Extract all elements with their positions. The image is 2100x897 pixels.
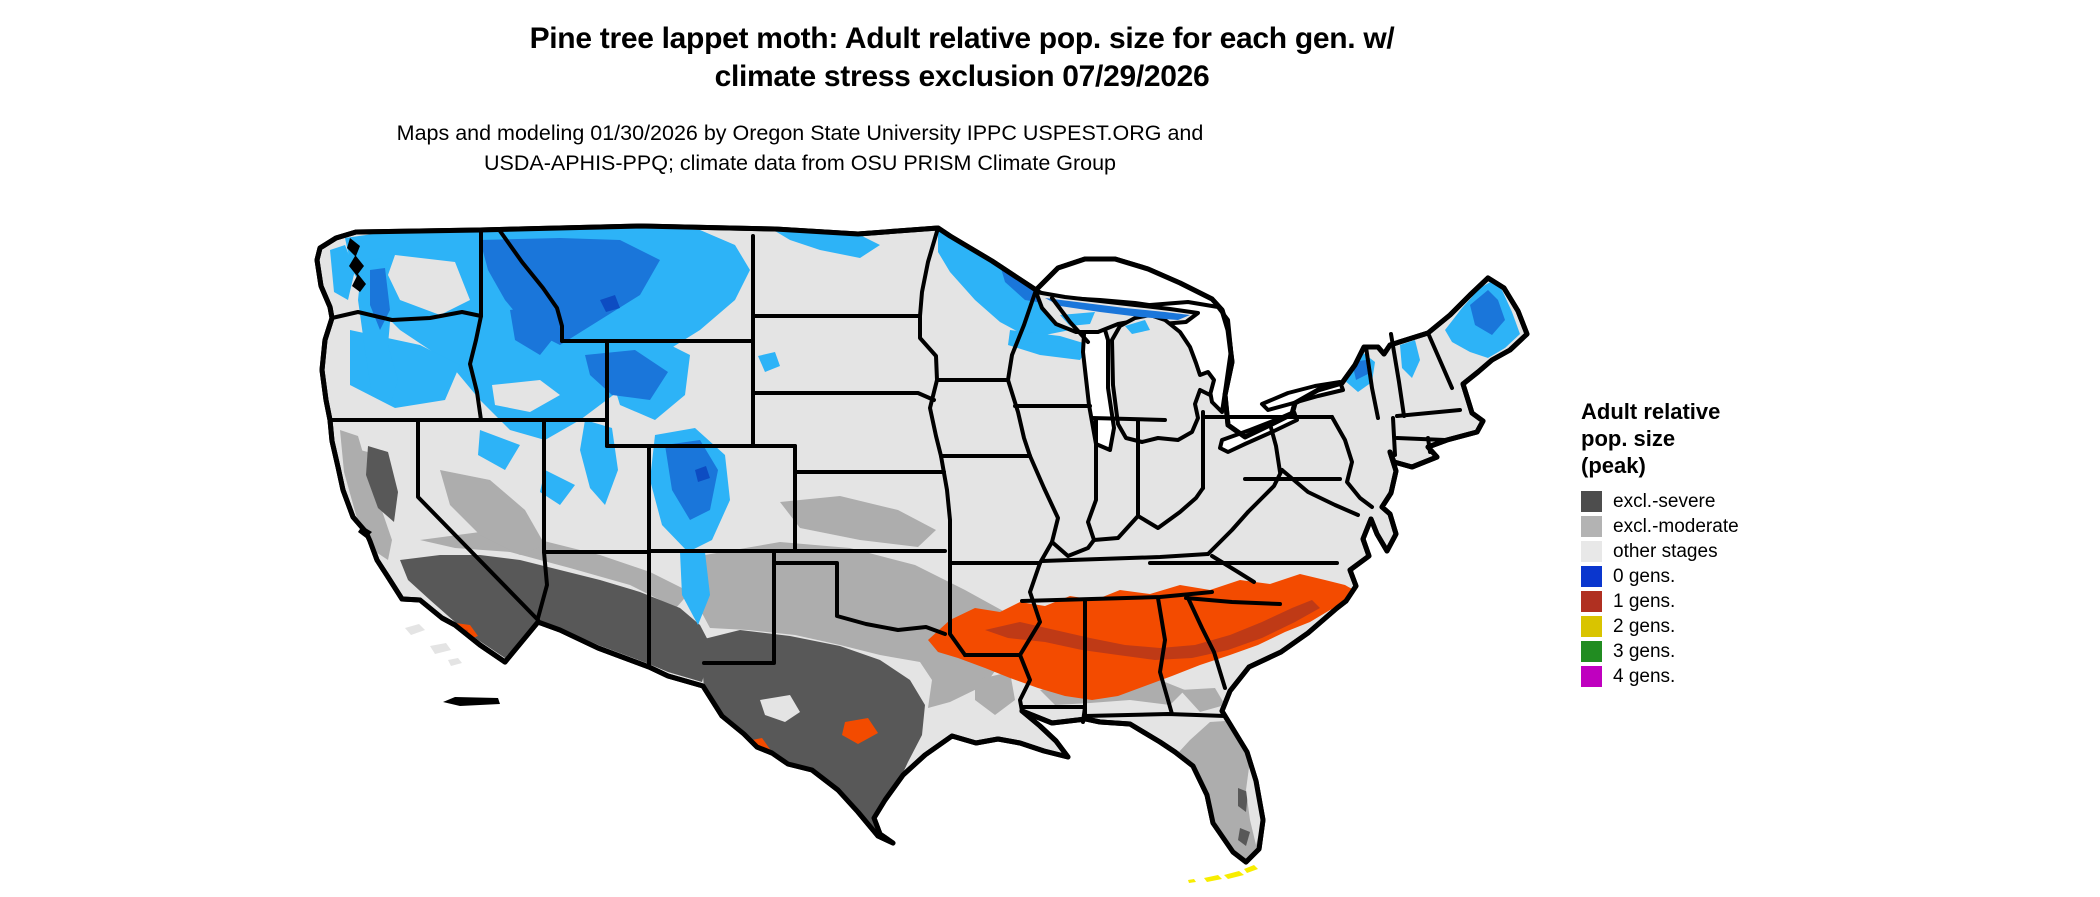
legend-title: Adult relative pop. size (peak) [1581,398,1861,479]
legend-item-other-stages: other stages [1581,541,1861,562]
legend-label-other-stages: other stages [1613,540,1718,562]
legend-label-1-gens: 1 gens. [1613,590,1676,612]
legend-swatch-4-gens [1581,666,1602,687]
legend-item-2-gens: 2 gens. [1581,616,1861,637]
legend-swatch-0-gens [1581,566,1602,587]
page-subtitle: Maps and modeling 01/30/2026 by Oregon S… [100,118,1500,178]
region-0gens-up [1045,298,1190,320]
legend-swatch-excl-severe [1581,491,1602,512]
legend-item-1-gens: 1 gens. [1581,591,1861,612]
legend-label-2-gens: 2 gens. [1613,615,1676,637]
san-francisco-bay [358,526,372,538]
region-excl-severe [366,446,1250,846]
puget-sound [347,238,366,292]
michigan-land [1034,290,1216,444]
florida-keys [1188,865,1258,883]
legend-item-excl-severe: excl.-severe [1581,491,1861,512]
legend-label-excl-severe: excl.-severe [1613,490,1716,512]
coastal-details [347,238,1258,883]
legend-label-0-gens: 0 gens. [1613,565,1676,587]
subtitle-line-2: USDA-APHIS-PPQ; climate data from OSU PR… [483,151,1117,175]
map-root [317,226,1527,883]
legend-title-line-3: (peak) [1581,453,1646,478]
legend-label-excl-moderate: excl.-moderate [1613,515,1739,537]
legend-item-excl-moderate: excl.-moderate [1581,516,1861,537]
legend-label-3-gens: 3 gens. [1613,640,1676,662]
region-light-patches [760,695,1262,845]
legend-swatch-3-gens [1581,641,1602,662]
page-title: Pine tree lappet moth: Adult relative po… [250,20,1674,96]
subtitle-line-1: Maps and modeling 01/30/2026 by Oregon S… [396,121,1204,145]
us-map-svg [250,170,1580,883]
legend: Adult relative pop. size (peak) excl.-se… [1581,398,1861,691]
legend-item-0-gens: 0 gens. [1581,566,1861,587]
legend-item-4-gens: 4 gens. [1581,666,1861,687]
legend-label-4-gens: 4 gens. [1613,665,1676,687]
title-line-2: climate stress exclusion 07/29/2026 [714,60,1210,93]
legend-title-line-2: pop. size [1581,426,1676,451]
legend-swatch-excl-moderate [1581,516,1602,537]
legend-swatch-1-gens [1581,591,1602,612]
border-islet [443,697,500,706]
legend-title-line-1: Adult relative [1581,399,1721,424]
legend-item-3-gens: 3 gens. [1581,641,1861,662]
region-0gens-deep [600,295,710,482]
us-map [250,170,1580,892]
title-line-1: Pine tree lappet moth: Adult relative po… [529,22,1395,55]
state-borders [328,226,1462,724]
legend-items: excl.-severe excl.-moderate other stages… [1581,491,1861,687]
legend-swatch-2-gens [1581,616,1602,637]
legend-swatch-other-stages [1581,541,1602,562]
channel-islands [405,624,462,666]
